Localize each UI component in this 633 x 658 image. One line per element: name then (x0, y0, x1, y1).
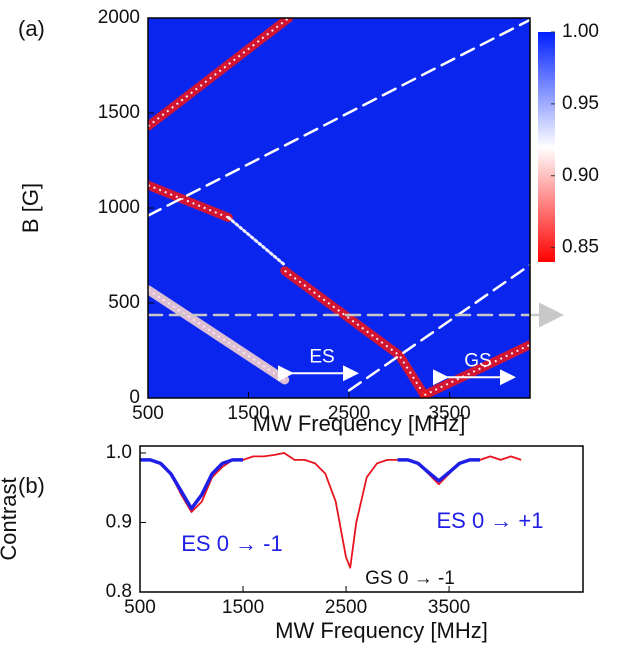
colorbar-tick-label: 0.90 (562, 165, 599, 186)
x-tick-label: 2500 (328, 403, 370, 424)
x-axis-label: MW Frequency [MHz] (253, 411, 466, 436)
x-axis-label: MW Frequency [MHz] (275, 618, 488, 643)
panel-label: (b) (18, 473, 45, 498)
x-tick-label: 3500 (428, 597, 470, 618)
guide-line (347, 263, 530, 392)
resonance-line (280, 266, 429, 398)
es-label: ES (309, 346, 334, 367)
y-tick-label: 0 (129, 387, 140, 408)
gs-label: GS (464, 350, 491, 371)
annotation: ES 0 → +1 (436, 508, 543, 533)
contrast-line (397, 458, 480, 483)
x-tick-label: 500 (124, 597, 156, 618)
plot-frame (139, 445, 584, 593)
y-tick-label: 1500 (98, 102, 140, 123)
y-tick-label: 1000 (98, 197, 140, 218)
colorbar-tick-label: 0.95 (562, 93, 599, 114)
annotation: ES 0 → -1 (181, 531, 282, 556)
y-axis-label: Contrast (0, 477, 21, 560)
y-tick-label: 0.9 (106, 511, 132, 532)
colorbar (538, 32, 555, 262)
resonance-core (148, 184, 229, 219)
contrast-line (140, 458, 243, 511)
y-tick-label: 0.8 (106, 581, 132, 602)
resonance-line (226, 216, 287, 267)
x-tick-label: 2500 (325, 597, 367, 618)
x-tick-label: 1500 (222, 597, 264, 618)
x-tick-label: 500 (132, 403, 164, 424)
y-tick-label: 500 (108, 292, 140, 313)
annotation: GS 0 → -1 (365, 568, 455, 589)
resonance-core (423, 343, 530, 397)
panel-label: (a) (18, 16, 45, 41)
x-tick-label: 1500 (227, 403, 269, 424)
heatmap-lines (148, 18, 530, 398)
y-axis-label: B [G] (18, 183, 43, 233)
colorbar-tick-label: 0.85 (562, 237, 599, 258)
y-tick-label: 1.0 (106, 442, 132, 463)
guide-line (148, 18, 530, 217)
x-tick-label: 3500 (428, 403, 470, 424)
resonance-line (148, 285, 290, 385)
colorbar-tick-label: 1.00 (562, 21, 599, 42)
y-tick-label: 2000 (98, 7, 140, 28)
resonance-line (148, 18, 294, 131)
